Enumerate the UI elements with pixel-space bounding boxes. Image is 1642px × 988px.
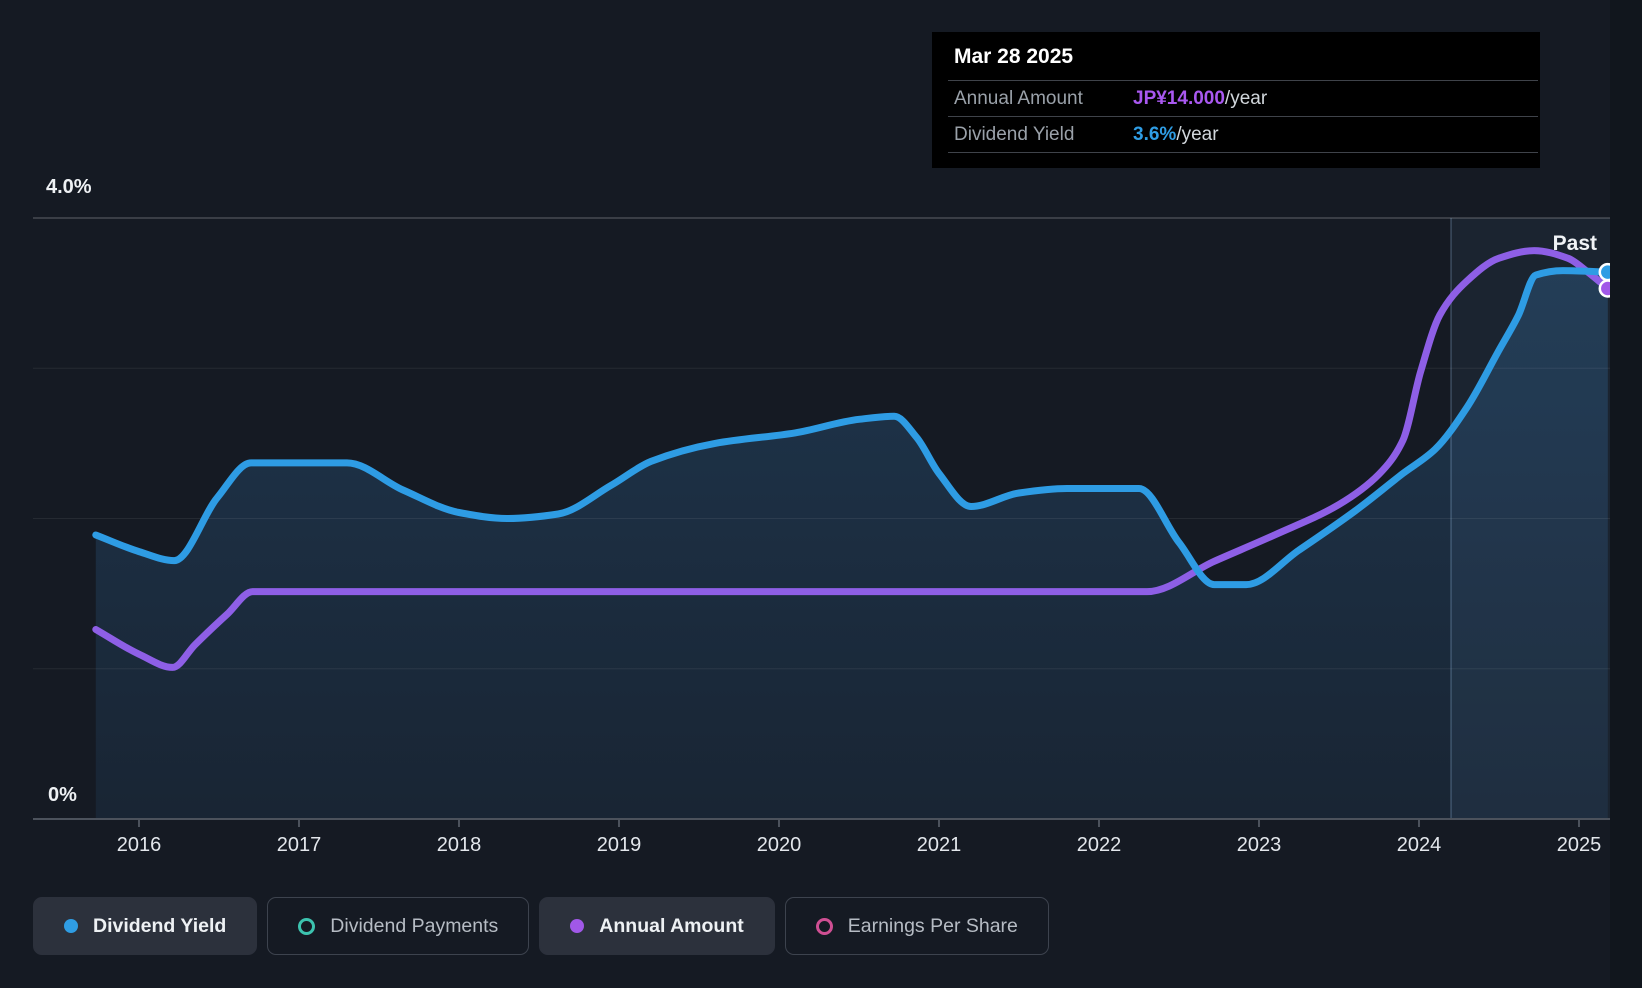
tooltip-date: Mar 28 2025 <box>948 32 1538 81</box>
tooltip-row-dividend-yield: Dividend Yield 3.6%/year <box>948 117 1538 153</box>
legend-label: Earnings Per Share <box>847 914 1018 937</box>
legend-dividend-yield-button[interactable]: Dividend Yield <box>33 897 258 955</box>
legend-annual-amount-button[interactable]: Annual Amount <box>539 897 775 955</box>
legend-label: Dividend Yield <box>93 914 227 937</box>
legend-earnings-per-share-button[interactable]: Earnings Per Share <box>784 897 1049 955</box>
tooltip-label: Annual Amount <box>954 87 1083 109</box>
legend-label: Dividend Payments <box>330 914 499 937</box>
dividend-payments-ring-icon <box>298 917 316 935</box>
value-suffix: /year <box>1176 123 1219 145</box>
annual-amount-dot-icon <box>570 919 585 933</box>
x-axis-label-2023: 2023 <box>1237 834 1282 856</box>
tooltip-row-annual-amount: Annual Amount JP¥14.000/year <box>948 81 1538 117</box>
x-axis-label-2016: 2016 <box>117 834 162 856</box>
earnings-per-share-ring-icon <box>815 917 833 935</box>
annual-amount-value: JP¥14.000 <box>1133 87 1225 109</box>
chart-tooltip: Mar 28 2025 Annual Amount JP¥14.000/year… <box>932 32 1540 168</box>
y-axis-label-top: 4.0% <box>46 176 92 198</box>
dividend-yield-value: 3.6% <box>1133 123 1177 145</box>
dividend-yield-line <box>92 267 1610 589</box>
x-axis-label-2019: 2019 <box>597 834 642 856</box>
tooltip-value: JP¥14.000/year <box>1133 88 1267 110</box>
yield-area-fill <box>95 270 1608 820</box>
past-region-highlight <box>1451 218 1610 819</box>
legend-label: Annual Amount <box>599 914 744 937</box>
y-axis-label-zero: 0% <box>48 784 77 806</box>
past-label: Past <box>1553 232 1597 255</box>
x-axis-label-2020: 2020 <box>757 834 802 856</box>
x-axis-label-2021: 2021 <box>917 834 962 856</box>
x-axis-label-2017: 2017 <box>277 834 322 856</box>
legend-dividend-payments-button[interactable]: Dividend Payments <box>267 897 530 955</box>
x-axis-label-2024: 2024 <box>1397 834 1442 856</box>
tooltip-label: Dividend Yield <box>954 123 1075 145</box>
tooltip-value: 3.6%/year <box>1133 124 1219 146</box>
dividend-yield-dot-icon <box>64 919 78 933</box>
dividend-yield-end-marker <box>1598 262 1610 282</box>
annual-amount-end-marker <box>1598 279 1610 298</box>
x-axis-label-2022: 2022 <box>1077 834 1122 856</box>
chart-legend: Dividend Yield Dividend Payments Annual … <box>33 897 1049 955</box>
x-axis-label-2025: 2025 <box>1557 834 1602 856</box>
annual-amount-line <box>92 247 1610 671</box>
value-suffix: /year <box>1224 87 1268 109</box>
x-axis-label-2018: 2018 <box>437 834 482 856</box>
